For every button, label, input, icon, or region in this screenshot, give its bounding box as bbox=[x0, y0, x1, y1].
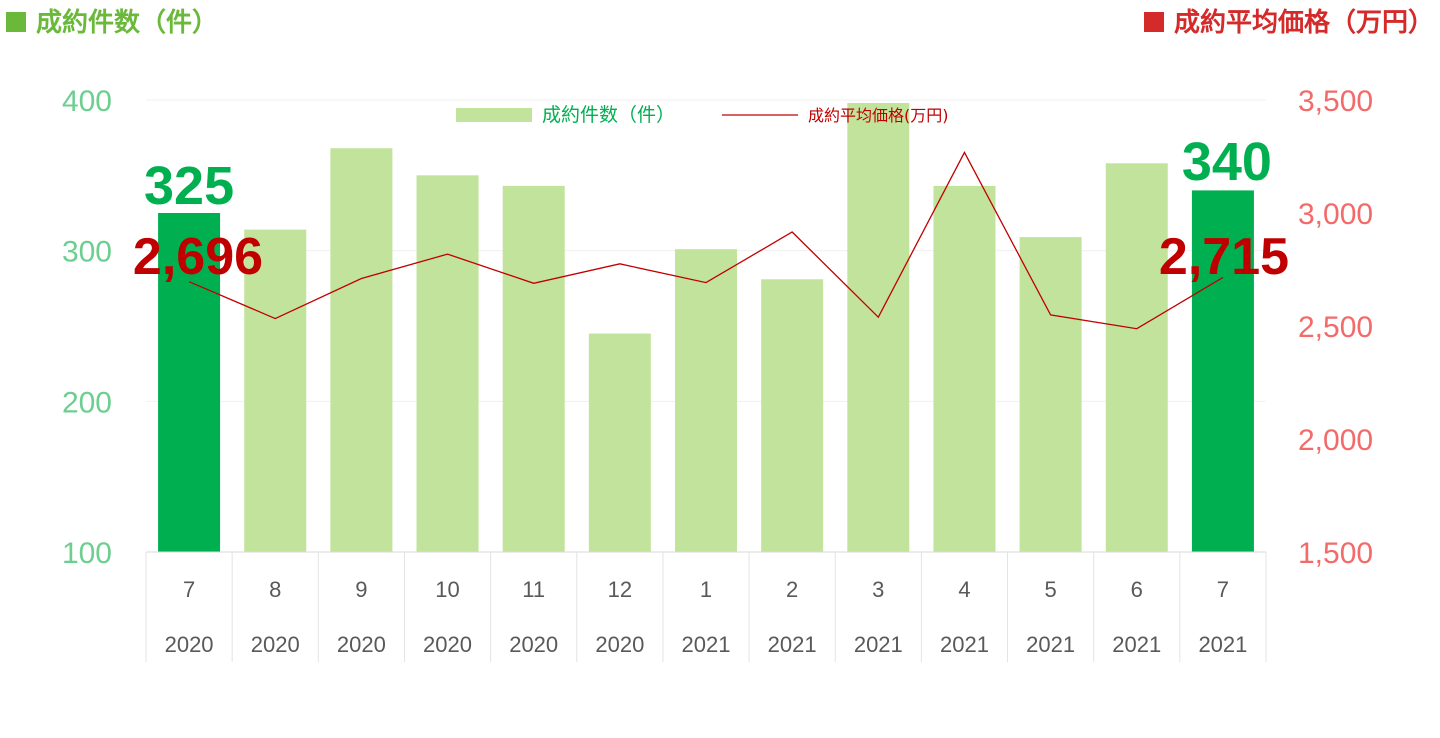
x-tick-month: 5 bbox=[1044, 577, 1056, 602]
x-tick-month: 6 bbox=[1131, 577, 1143, 602]
legend-bar-label: 成約件数（件） bbox=[542, 104, 675, 126]
x-tick-year: 2020 bbox=[165, 632, 214, 657]
bar bbox=[330, 148, 393, 553]
x-tick-month: 12 bbox=[608, 577, 632, 602]
bar bbox=[1105, 163, 1168, 552]
line-value-label-last: 2,715 bbox=[1159, 228, 1289, 286]
bar-highlight bbox=[158, 213, 221, 552]
x-tick-year: 2020 bbox=[423, 632, 472, 657]
x-tick-month: 3 bbox=[872, 577, 884, 602]
x-tick-year: 2021 bbox=[1112, 632, 1161, 657]
x-tick-year: 2021 bbox=[1026, 632, 1075, 657]
bar-value-label-first: 325 bbox=[144, 156, 234, 216]
bar bbox=[416, 175, 479, 553]
green-square-icon bbox=[6, 11, 26, 32]
bar bbox=[588, 333, 651, 552]
x-tick-month: 7 bbox=[183, 577, 195, 602]
x-tick-month: 11 bbox=[522, 577, 545, 602]
x-tick-month: 1 bbox=[700, 577, 712, 602]
left-axis-tick-label: 400 bbox=[62, 85, 112, 118]
bar bbox=[675, 249, 737, 552]
right-axis-tick-label: 1,500 bbox=[1298, 537, 1373, 570]
bar bbox=[244, 229, 307, 552]
x-tick-year: 2020 bbox=[251, 632, 300, 657]
line-value-label-first: 2,696 bbox=[133, 228, 263, 286]
left-axis-title-text: 成約件数（件） bbox=[36, 8, 219, 38]
left-axis-tick-label: 200 bbox=[62, 386, 112, 419]
x-tick-year: 2021 bbox=[854, 632, 903, 657]
bar-value-label-last: 340 bbox=[1182, 132, 1272, 192]
red-square-icon bbox=[1143, 11, 1164, 32]
bar bbox=[761, 279, 824, 552]
x-tick-month: 2 bbox=[786, 577, 798, 602]
x-tick-month: 9 bbox=[355, 577, 367, 602]
x-tick-year: 2021 bbox=[768, 632, 817, 657]
right-axis-tick-label: 2,500 bbox=[1298, 311, 1373, 344]
right-axis-title-text: 成約平均価格（万円） bbox=[1173, 8, 1434, 38]
bar bbox=[502, 185, 565, 552]
right-axis-title: 成約平均価格（万円） bbox=[1143, 2, 1434, 39]
legend-line-label: 成約平均価格(万円) bbox=[808, 106, 949, 125]
x-tick-month: 4 bbox=[958, 577, 970, 602]
legend-bar-swatch bbox=[456, 108, 532, 122]
left-axis-tick-label: 100 bbox=[62, 537, 112, 570]
bar-highlight bbox=[1191, 190, 1254, 552]
x-tick-year: 2020 bbox=[509, 632, 558, 657]
x-tick-year: 2020 bbox=[337, 632, 386, 657]
x-tick-month: 7 bbox=[1217, 577, 1229, 602]
x-tick-month: 10 bbox=[435, 577, 459, 602]
left-axis-tick-label: 300 bbox=[62, 236, 112, 269]
x-tick-year: 2021 bbox=[940, 632, 989, 657]
x-tick-year: 2021 bbox=[1198, 632, 1247, 657]
bar bbox=[847, 103, 910, 552]
x-tick-year: 2021 bbox=[682, 632, 731, 657]
bar bbox=[933, 185, 996, 552]
x-tick-month: 8 bbox=[269, 577, 281, 602]
left-axis-title: 成約件数（件） bbox=[6, 2, 218, 39]
right-axis-tick-label: 3,500 bbox=[1298, 85, 1373, 118]
bar bbox=[1019, 237, 1082, 552]
right-axis-tick-label: 2,000 bbox=[1298, 424, 1373, 457]
x-tick-year: 2020 bbox=[595, 632, 644, 657]
right-axis-tick-label: 3,000 bbox=[1298, 198, 1373, 231]
